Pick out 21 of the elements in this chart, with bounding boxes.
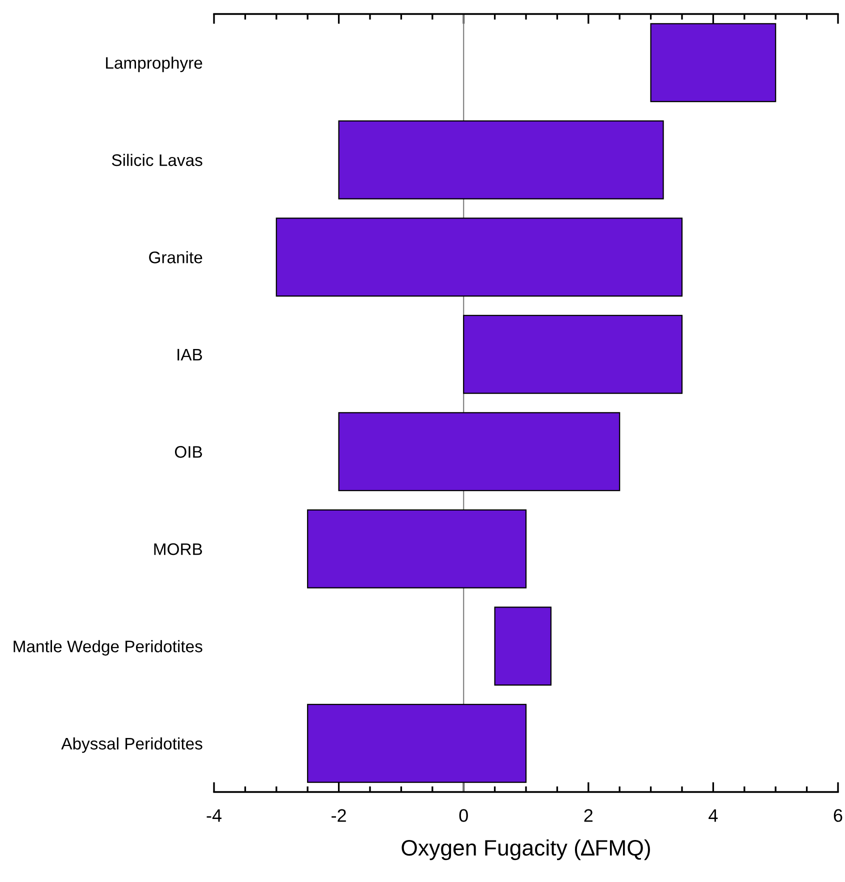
y-tick-label: MORB: [154, 543, 202, 556]
bar: [307, 509, 527, 588]
y-tick-label: IAB: [178, 348, 202, 360]
x-tick-label: 0: [459, 809, 468, 822]
y-tick-label: Lamprophyre: [106, 56, 202, 72]
y-tick-label: Abyssal Peridotites: [61, 737, 202, 753]
x-axis-title: Oxygen Fugacity (∆FMQ): [402, 839, 650, 860]
bar: [338, 120, 664, 200]
bar: [338, 412, 620, 492]
bar: [494, 606, 552, 686]
y-tick-label: Silicic Lavas: [112, 154, 202, 166]
y-tick-label: OIB: [174, 446, 202, 458]
bar: [276, 218, 683, 297]
x-tick-label: 6: [834, 809, 842, 822]
y-tick-label: Granite: [149, 251, 202, 264]
bar: [463, 314, 683, 394]
x-tick-label: 2: [584, 809, 593, 822]
x-tick-label: 4: [708, 809, 718, 822]
y-tick-label: Mantle Wedge Peridotites: [14, 640, 202, 656]
x-tick-label: -2: [332, 809, 346, 822]
x-tick-label: -4: [206, 809, 222, 822]
